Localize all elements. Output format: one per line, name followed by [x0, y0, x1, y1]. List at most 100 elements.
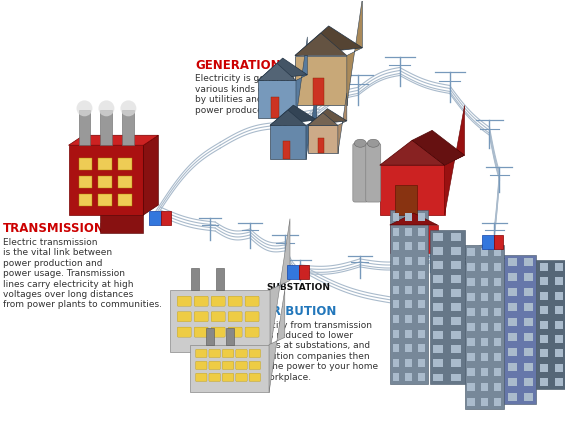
FancyBboxPatch shape — [209, 361, 220, 370]
Bar — [524, 303, 533, 311]
FancyBboxPatch shape — [245, 327, 259, 337]
Bar — [392, 359, 400, 367]
Bar — [451, 359, 461, 367]
Bar — [451, 331, 461, 339]
Polygon shape — [380, 140, 445, 165]
Bar — [392, 301, 400, 308]
Bar — [508, 363, 517, 371]
Bar — [508, 258, 517, 266]
Polygon shape — [306, 86, 317, 159]
Bar — [539, 335, 548, 343]
Bar — [405, 330, 412, 337]
Bar — [434, 289, 443, 297]
Bar — [539, 292, 548, 300]
Bar — [555, 263, 563, 271]
Bar — [434, 275, 443, 283]
Bar — [161, 211, 171, 225]
Bar — [98, 194, 113, 206]
Ellipse shape — [367, 139, 379, 147]
Bar — [118, 194, 132, 206]
FancyBboxPatch shape — [195, 361, 207, 370]
Bar — [555, 278, 563, 286]
Bar — [494, 323, 501, 331]
Bar — [539, 321, 548, 329]
FancyBboxPatch shape — [209, 349, 220, 358]
Bar — [481, 308, 488, 316]
Bar — [508, 303, 517, 311]
FancyBboxPatch shape — [245, 312, 259, 322]
Bar — [494, 353, 501, 361]
Bar — [524, 378, 533, 386]
Bar — [392, 271, 400, 279]
Polygon shape — [296, 37, 307, 118]
FancyBboxPatch shape — [177, 312, 191, 322]
Bar — [434, 303, 443, 311]
Polygon shape — [445, 105, 465, 215]
Bar — [451, 275, 461, 283]
Bar — [468, 323, 475, 331]
Bar — [405, 286, 412, 294]
Bar — [539, 306, 548, 314]
Bar — [170, 290, 270, 352]
Polygon shape — [390, 213, 438, 225]
Bar — [226, 328, 234, 345]
Bar — [468, 248, 475, 257]
Bar — [418, 257, 424, 265]
Bar — [537, 260, 566, 389]
Bar — [418, 242, 424, 250]
Bar — [405, 213, 412, 221]
Bar — [79, 110, 91, 145]
Bar — [524, 273, 533, 281]
FancyBboxPatch shape — [395, 185, 417, 215]
Bar — [434, 374, 443, 381]
FancyBboxPatch shape — [235, 349, 247, 358]
Bar — [405, 344, 412, 352]
Bar — [418, 373, 424, 381]
Bar — [524, 288, 533, 296]
Bar — [468, 338, 475, 346]
Bar — [313, 78, 324, 105]
Bar — [418, 344, 424, 352]
FancyBboxPatch shape — [211, 312, 225, 322]
Polygon shape — [308, 113, 338, 125]
FancyBboxPatch shape — [222, 349, 234, 358]
Text: Electricity from transmission
lines is reduced to lower
voltages at substations,: Electricity from transmission lines is r… — [242, 321, 378, 381]
Bar — [418, 213, 424, 221]
Bar — [555, 306, 563, 314]
Bar — [282, 140, 290, 159]
FancyBboxPatch shape — [249, 373, 260, 381]
FancyBboxPatch shape — [211, 296, 225, 306]
Bar — [392, 242, 400, 250]
FancyBboxPatch shape — [222, 361, 234, 370]
Bar — [539, 378, 548, 386]
Bar — [468, 308, 475, 316]
Bar — [405, 315, 412, 323]
Bar — [494, 248, 501, 257]
Bar — [481, 278, 488, 286]
Bar — [451, 247, 461, 255]
Bar — [100, 215, 143, 233]
Bar — [494, 235, 504, 249]
Bar — [392, 330, 400, 337]
Bar — [392, 373, 400, 381]
Bar — [390, 210, 428, 385]
Text: SUBSTATION: SUBSTATION — [266, 283, 330, 292]
Bar — [494, 293, 501, 301]
Bar — [524, 258, 533, 266]
Bar — [524, 363, 533, 371]
FancyBboxPatch shape — [211, 327, 225, 337]
Bar — [481, 398, 488, 406]
Bar — [434, 345, 443, 353]
Bar — [465, 245, 504, 409]
Text: TRANSMISSION: TRANSMISSION — [3, 222, 105, 235]
Bar — [392, 257, 400, 265]
Bar — [418, 286, 424, 294]
Bar — [418, 271, 424, 279]
Bar — [539, 349, 548, 357]
Bar — [287, 265, 299, 279]
FancyBboxPatch shape — [177, 296, 191, 306]
Bar — [494, 368, 501, 376]
FancyBboxPatch shape — [228, 327, 242, 337]
Polygon shape — [270, 105, 317, 125]
Bar — [299, 265, 309, 279]
